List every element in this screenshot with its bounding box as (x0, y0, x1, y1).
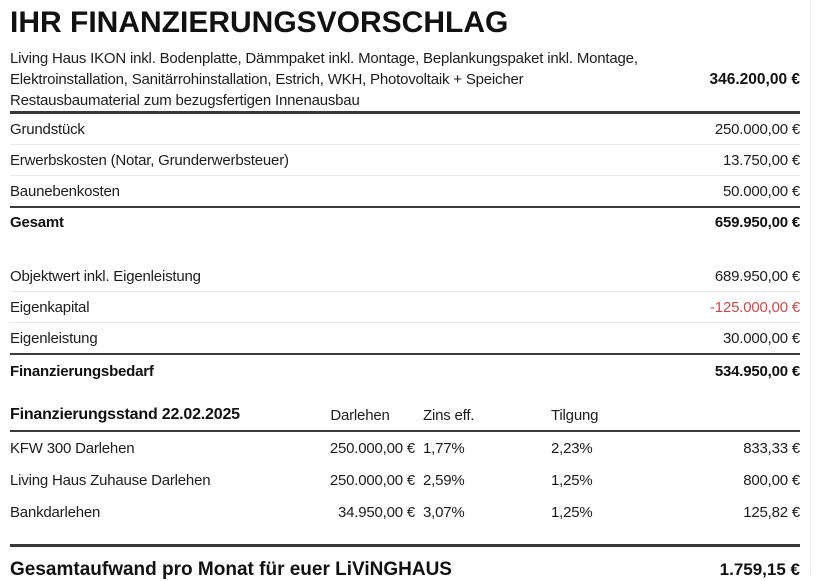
total-amount: 659.950,00 € (714, 214, 800, 231)
loan-interest: 3,07% (423, 503, 465, 521)
loan-name: KFW 300 Darlehen (10, 439, 135, 457)
loan-monthly: 800,00 € (743, 471, 800, 489)
cost-amount: 250.000,00 € (714, 120, 800, 138)
cost-label: Erwerbskosten (Notar, Grunderwerbsteuer) (10, 151, 289, 169)
equity-label: Objektwert inkl. Eigenleistung (10, 267, 201, 285)
cost-row-grundstueck: Grundstück 250.000,00 € (10, 114, 800, 144)
row-divider (10, 291, 800, 292)
financing-need-divider (10, 353, 800, 355)
loan-amount: 250.000,00 € (329, 471, 415, 489)
monthly-total-row: Gesamtaufwand pro Monat für euer LiViNGH… (10, 547, 800, 581)
financing-need-row: Finanzierungsbedarf 534.950,00 € (10, 355, 800, 388)
cost-row-baunebenkosten: Baunebenkosten 50.000,00 € (10, 176, 800, 206)
loan-row-bankdarlehen: Bankdarlehen 34.950,00 € 3,07% 1,25% 125… (10, 496, 800, 528)
total-label: Gesamt (10, 214, 64, 231)
loan-repayment: 1,25% (551, 471, 593, 489)
spacer (10, 388, 800, 404)
cost-label: Baunebenkosten (10, 182, 120, 200)
section-divider-top (10, 111, 800, 114)
cost-amount: 13.750,00 € (722, 151, 800, 169)
total-divider (10, 206, 800, 208)
column-header-tilgung: Tilgung (551, 406, 599, 424)
equity-row-objektwert: Objektwert inkl. Eigenleistung 689.950,0… (10, 261, 800, 291)
column-header-zins: Zins eff. (423, 406, 475, 424)
equity-row-eigenleistung: Eigenleistung 30.000,00 € (10, 323, 800, 353)
loan-table-title: Finanzierungsstand 22.02.2025 (10, 406, 240, 423)
loan-amount: 34.950,00 € (337, 503, 415, 521)
row-divider (10, 322, 800, 323)
cost-amount: 50.000,00 € (722, 182, 800, 200)
equity-row-eigenkapital: Eigenkapital -125.000,00 € (10, 292, 800, 322)
loan-name: Living Haus Zuhause Darlehen (10, 471, 211, 489)
loan-monthly: 125,82 € (743, 503, 800, 521)
loan-table-header: Finanzierungsstand 22.02.2025 Darlehen Z… (10, 404, 800, 430)
house-package-description: Living Haus IKON inkl. Bodenplatte, Dämm… (10, 48, 638, 111)
loan-interest: 1,77% (423, 439, 465, 457)
monthly-total-label: Gesamtaufwand pro Monat für euer LiViNGH… (10, 559, 452, 580)
financing-need-amount: 534.950,00 € (714, 363, 800, 380)
spacer (10, 237, 800, 261)
equity-amount: 30.000,00 € (722, 329, 800, 347)
equity-amount: 689.950,00 € (714, 267, 800, 285)
description-line-3: Restausbaumaterial zum bezugsfertigen In… (10, 92, 360, 109)
cost-row-erwerbskosten: Erwerbskosten (Notar, Grunderwerbsteuer)… (10, 145, 800, 175)
equity-label: Eigenkapital (10, 298, 90, 316)
footer-divider (10, 544, 800, 547)
monthly-total-amount: 1.759,15 € (719, 560, 800, 579)
total-row: Gesamt 659.950,00 € (10, 208, 800, 237)
page-title: IHR FINANZIERUNGSVORSCHLAG (10, 6, 509, 39)
loan-amount: 250.000,00 € (329, 439, 415, 457)
loan-row-kfw: KFW 300 Darlehen 250.000,00 € 1,77% 2,23… (10, 432, 800, 464)
description-line-1: Living Haus IKON inkl. Bodenplatte, Dämm… (10, 50, 638, 67)
loan-interest: 2,59% (423, 471, 465, 489)
row-divider (10, 175, 800, 176)
cost-label: Grundstück (10, 120, 85, 138)
column-header-darlehen: Darlehen (330, 406, 390, 424)
house-package-amount: 346.200,00 € (709, 70, 800, 88)
loan-repayment: 2,23% (551, 439, 593, 457)
row-divider (10, 144, 800, 145)
equity-amount-negative: -125.000,00 € (710, 298, 800, 316)
loan-monthly: 833,33 € (743, 439, 800, 457)
description-line-2: Elektroinstallation, Sanitärrohinstallat… (10, 71, 524, 88)
house-package-row: Living Haus IKON inkl. Bodenplatte, Dämm… (10, 48, 800, 111)
financing-need-label: Finanzierungsbedarf (10, 363, 154, 380)
loan-row-living-haus: Living Haus Zuhause Darlehen 250.000,00 … (10, 464, 800, 496)
spacer (10, 528, 800, 544)
loan-name: Bankdarlehen (10, 503, 101, 521)
equity-label: Eigenleistung (10, 329, 98, 347)
loan-table-header-divider (10, 430, 800, 432)
loan-repayment: 1,25% (551, 503, 593, 521)
